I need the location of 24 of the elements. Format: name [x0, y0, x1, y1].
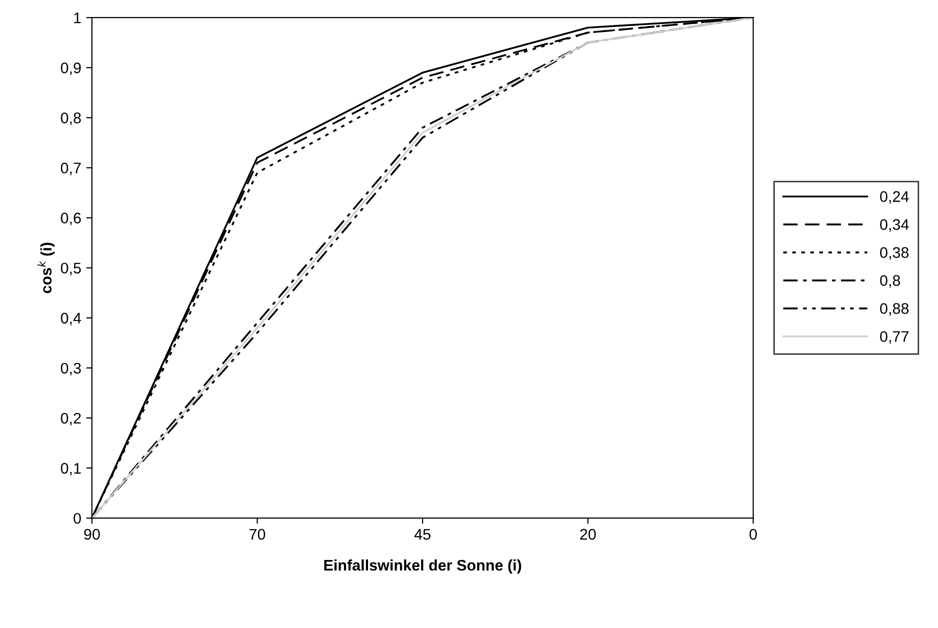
y-tick-label: 0,3	[60, 362, 81, 376]
x-tick-label: 0	[750, 528, 757, 540]
x-tick-label: 20	[580, 528, 596, 540]
x-tick-label: 70	[250, 528, 266, 540]
x-tick-label: 45	[414, 529, 430, 540]
y-tick-label: 0,1	[60, 462, 81, 476]
y-tick-label: 0,7	[60, 162, 81, 176]
text: 0,88	[880, 303, 909, 316]
y-tick-label: 0,2	[60, 412, 81, 426]
y-tick-label: 0,6	[60, 212, 81, 226]
text: 0,38	[880, 247, 909, 260]
x-axis-title: Einfallswinkel der Sonne (i)	[324, 559, 522, 574]
text: 0,24	[880, 191, 909, 204]
y-tick-label: 0	[74, 512, 81, 524]
y-tick-label: 0,5	[60, 262, 81, 276]
y-tick-label: 0,9	[60, 62, 81, 76]
x-tick-label: 90	[84, 528, 100, 540]
y-tick-label: 1	[74, 12, 81, 24]
y-tick-label: 0,4	[60, 312, 82, 326]
text: 0,77	[880, 331, 908, 344]
text: 0,34	[880, 219, 909, 232]
y-tick-label: 0,8	[60, 112, 81, 126]
y-axis-title: cos$^{k}$ (i)	[37, 242, 55, 294]
text: 0,8	[880, 275, 900, 288]
